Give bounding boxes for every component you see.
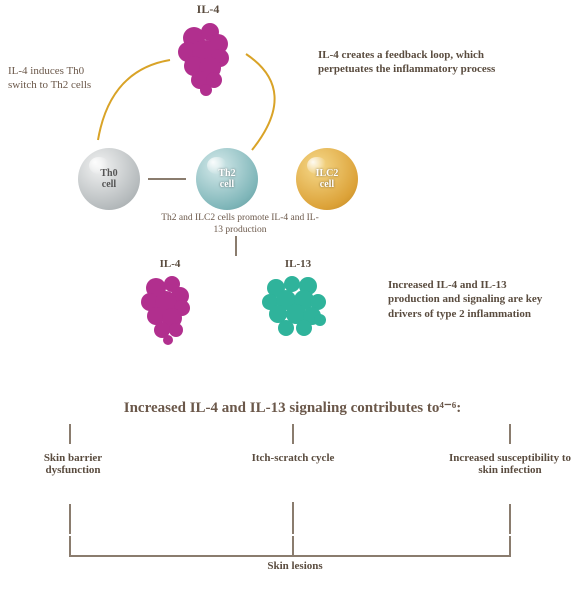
diagram-stage: IL-4 IL-4 induces Th0 switch to Th2 cell… — [0, 0, 585, 578]
skin-lesions-label: Skin lesions — [250, 560, 340, 572]
down-arrow-1 — [216, 234, 256, 264]
left-caption: IL-4 induces Th0 switch to Th2 cells — [8, 64, 108, 93]
col-itch-scratch: Itch-scratch cycle — [238, 452, 348, 464]
col-skin-infection: Increased susceptibility to skin infecti… — [440, 452, 580, 476]
ilc2-cell: ILC2 cell — [296, 148, 358, 210]
ilc2-label: ILC2 cell — [316, 168, 339, 190]
cells-note: Th2 and ILC2 cells promote IL-4 and IL-1… — [160, 212, 320, 237]
right-caption: IL-4 creates a feedback loop, which perp… — [318, 48, 498, 77]
il4-top-label: IL-4 — [188, 2, 228, 17]
th2-label: Th2 cell — [218, 168, 235, 190]
th2-cell: Th2 cell — [196, 148, 258, 210]
il4-molecule-top — [170, 18, 240, 96]
section-heading: Increased IL-4 and IL-13 signaling contr… — [0, 398, 585, 417]
mid-right-caption: Increased IL-4 and IL-13 production and … — [388, 278, 558, 321]
th0-cell: Th0 cell — [78, 148, 140, 210]
il4-mid-label: IL-4 — [150, 258, 190, 270]
il4-molecule-mid — [134, 272, 202, 346]
col-skin-barrier: Skin barrier dysfunction — [18, 452, 128, 476]
il13-molecule-mid — [256, 272, 334, 344]
il13-mid-label: IL-13 — [276, 258, 320, 270]
th0-label: Th0 cell — [100, 168, 117, 190]
